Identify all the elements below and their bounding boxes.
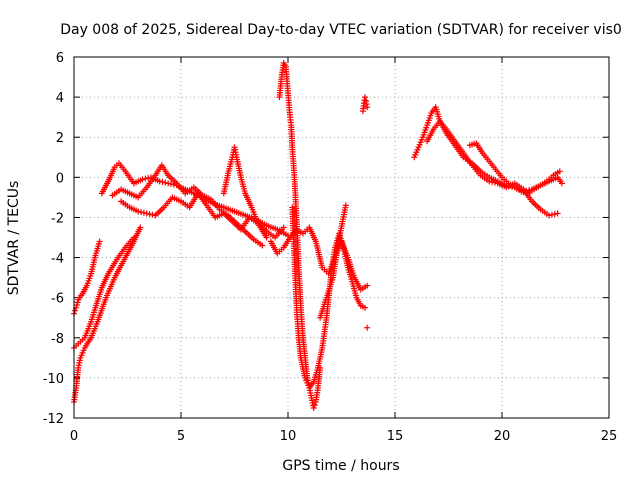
- data-point: [311, 401, 318, 408]
- data-point: [364, 104, 371, 111]
- series-arc-k: [317, 202, 349, 321]
- series-arc-b: [71, 224, 144, 405]
- data-point: [546, 212, 553, 219]
- data-point: [74, 299, 81, 306]
- y-tick-label: -4: [51, 252, 64, 267]
- data-point: [263, 234, 270, 241]
- series-arc-a: [71, 238, 103, 317]
- data-point: [558, 180, 565, 187]
- data-point: [130, 234, 137, 241]
- chart-title: Day 008 of 2025, Sidereal Day-to-day VTE…: [60, 22, 622, 38]
- data-point: [165, 180, 172, 187]
- data-point: [149, 211, 156, 218]
- data-point: [364, 282, 371, 289]
- data-point: [548, 211, 555, 218]
- data-point: [280, 224, 287, 231]
- y-axis-label: SDTVAR / TECUs: [6, 181, 22, 296]
- x-tick-label: 20: [494, 429, 511, 444]
- x-tick-label: 10: [280, 429, 297, 444]
- data-point: [156, 178, 163, 185]
- x-tick-label: 25: [601, 429, 618, 444]
- data-point: [362, 304, 369, 311]
- y-tick-label: 6: [56, 51, 64, 66]
- y-tick-label: -10: [43, 372, 64, 387]
- x-tick-label: 0: [70, 429, 78, 444]
- y-tick-label: 2: [56, 131, 64, 146]
- data-point: [168, 181, 175, 188]
- data-point: [140, 209, 147, 216]
- data-point: [342, 202, 349, 209]
- data-point: [96, 238, 103, 245]
- data-point: [72, 307, 79, 314]
- data-point: [138, 209, 145, 216]
- series-arc-m: [364, 324, 371, 331]
- x-tick-label: 15: [387, 429, 404, 444]
- data-point: [135, 208, 142, 215]
- x-axis-label: GPS time / hours: [282, 458, 399, 474]
- data-point: [73, 302, 80, 309]
- y-tick-label: -6: [51, 292, 64, 307]
- plot-frame: [73, 56, 610, 419]
- data-point: [139, 176, 146, 183]
- data-point: [259, 242, 266, 249]
- axis-ticks: 0 5 10 15 20 25 -12 -10 -8 -6 -4 -2 0 2 4 6: [43, 51, 618, 444]
- y-tick-label: 4: [56, 91, 64, 106]
- y-tick-label: -8: [51, 332, 64, 347]
- data-series: [71, 60, 565, 411]
- series-arc-l: [359, 94, 371, 115]
- data-point: [162, 179, 169, 186]
- data-point: [551, 211, 558, 218]
- series-arc-g: [220, 144, 270, 241]
- data-point: [137, 224, 144, 231]
- series-arc-p: [466, 140, 563, 197]
- data-point: [489, 179, 496, 186]
- data-point: [143, 210, 150, 217]
- series-arc-i: [276, 60, 324, 411]
- series-arc-c: [71, 234, 137, 351]
- data-point: [159, 179, 166, 186]
- data-point: [142, 175, 149, 182]
- y-tick-label: -2: [51, 211, 64, 226]
- data-point: [554, 210, 561, 217]
- data-point: [486, 178, 493, 185]
- data-point: [310, 404, 317, 411]
- data-point: [556, 168, 563, 175]
- y-tick-label: 0: [56, 171, 64, 186]
- data-point: [364, 324, 371, 331]
- data-point: [146, 211, 153, 218]
- x-tick-label: 5: [177, 429, 185, 444]
- y-tick-label: -12: [43, 412, 64, 427]
- data-point: [491, 179, 498, 186]
- data-point: [362, 94, 369, 101]
